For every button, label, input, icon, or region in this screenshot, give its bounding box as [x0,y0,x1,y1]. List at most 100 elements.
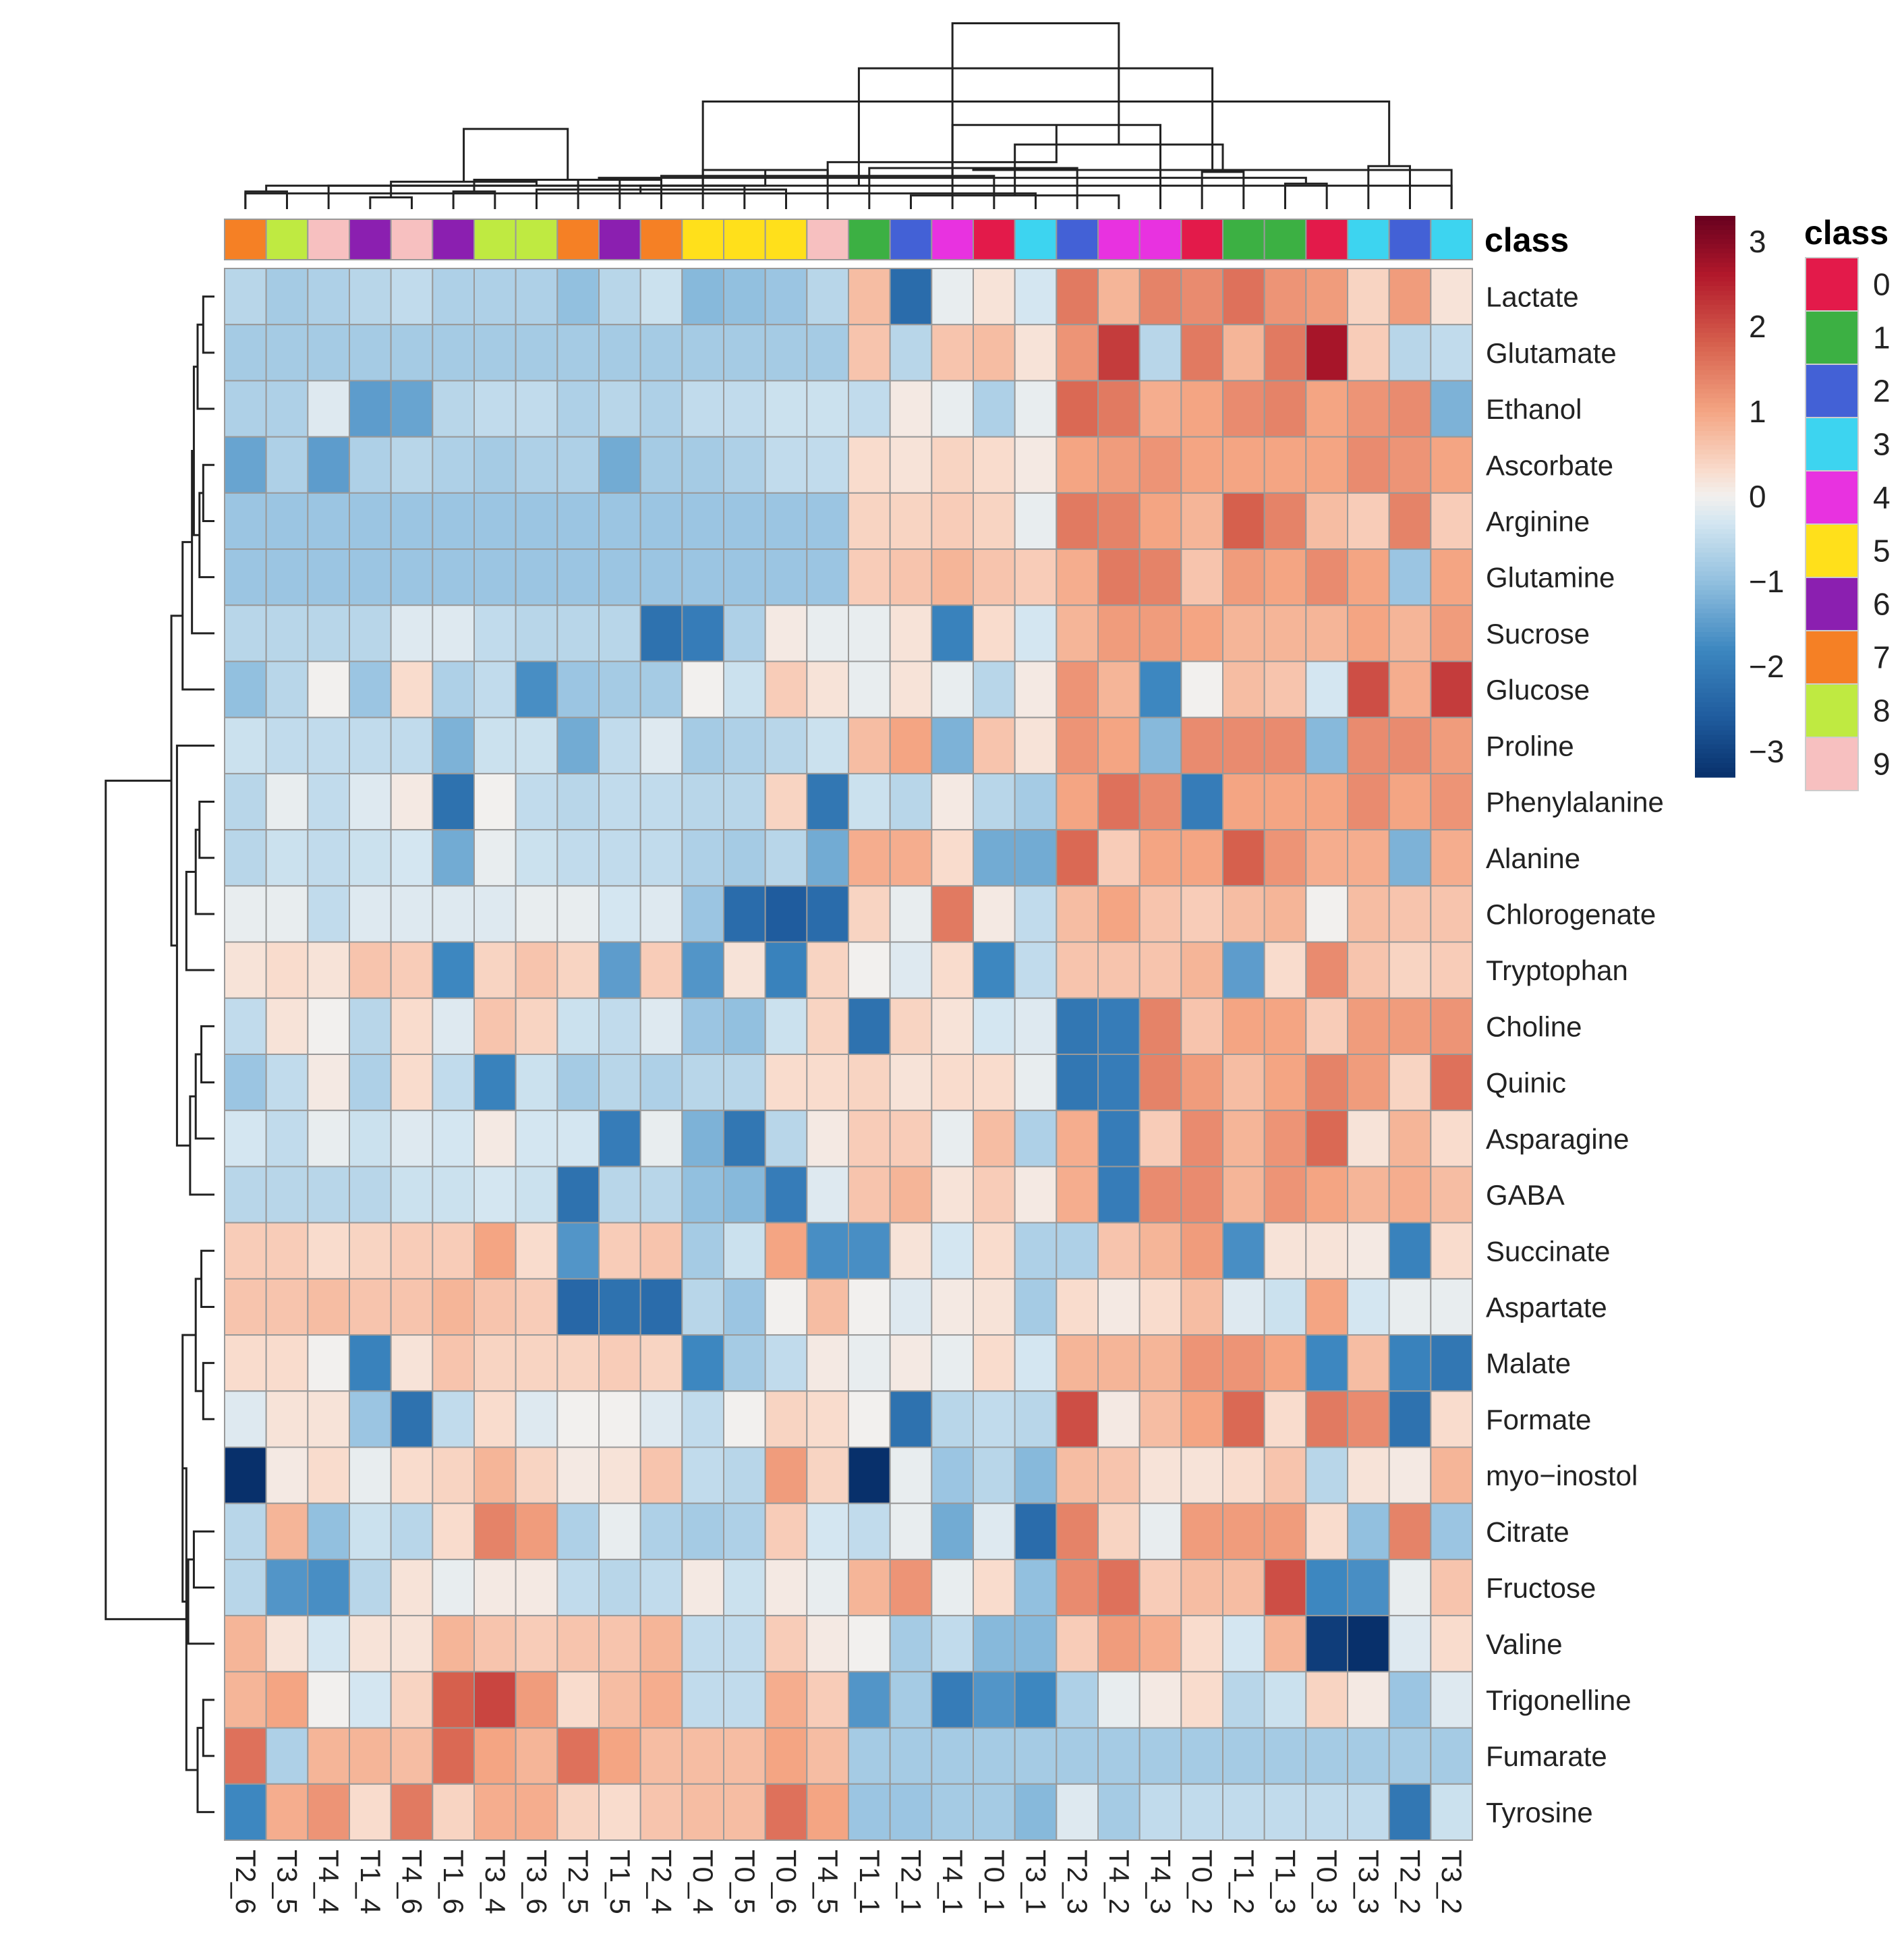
heatmap-cell [1222,1615,1265,1673]
heatmap-cell [681,1110,724,1168]
heatmap-cell [1263,380,1307,438]
heatmap-cell [556,1671,600,1729]
heatmap-cell [848,1334,891,1392]
heatmap-cell [1180,548,1224,606]
heatmap-cell [889,1390,933,1448]
heatmap-cell [598,941,641,999]
heatmap-cell [349,1278,392,1336]
heatmap-cell [473,1727,517,1785]
heatmap-cell [598,829,641,887]
color-scale-segment [1695,534,1735,540]
heatmap-cell [307,1446,351,1504]
heatmap-cell [1430,941,1473,999]
heatmap-cell [307,324,351,382]
heatmap-cell [265,492,309,550]
heatmap-cell [639,1558,683,1617]
color-scale-segment [1695,258,1735,264]
column-label: T4_6 [397,1850,428,1914]
heatmap-cell [1347,772,1390,831]
heatmap-cell [473,604,517,662]
heatmap-cell [1056,1615,1099,1673]
heatmap-cell [515,1222,558,1280]
heatmap-cell [764,492,808,550]
heatmap-cell [889,1727,933,1785]
heatmap-cell [1222,604,1265,662]
heatmap-cell [265,1166,309,1224]
heatmap-cell [1097,885,1141,943]
heatmap-cell [1014,716,1058,774]
heatmap-cell [307,772,351,831]
dendrogram-branch [198,801,214,859]
heatmap-cell [1138,1446,1182,1504]
row-label: myo−inostol [1486,1460,1638,1491]
heatmap-cell [1014,324,1058,382]
heatmap-cell [1056,1558,1099,1617]
column-label: T0_3 [1311,1850,1343,1914]
column-label: T2_4 [646,1850,678,1914]
heatmap-cell [848,1110,891,1168]
heatmap-cell [1180,1334,1224,1392]
row-label: Sucrose [1486,618,1590,650]
heatmap-cell [432,436,475,494]
heatmap-cell [848,380,891,438]
heatmap-cell [1263,772,1307,831]
color-scale-segment [1695,567,1735,572]
heatmap-cell [681,1446,724,1504]
heatmap-cell [806,885,850,943]
heatmap-cell [515,1671,558,1729]
heatmap-cell [1180,885,1224,943]
class-annotation-cell [681,219,724,260]
heatmap-cell [598,997,641,1056]
heatmap-cell [1180,1278,1224,1336]
heatmap-cell [598,1166,641,1224]
heatmap-cell [1347,1615,1390,1673]
color-scale-segment [1695,374,1735,380]
heatmap-cell [848,1446,891,1504]
heatmap-cell [723,1278,766,1336]
color-scale-segment [1695,679,1735,685]
heatmap-cell [390,1727,434,1785]
class-annotation-cell [224,219,267,260]
heatmap-cell [1097,1671,1141,1729]
heatmap-cell [349,772,392,831]
heatmap-cell [1263,1054,1307,1112]
heatmap-cell [639,660,683,718]
heatmap-cell [764,1222,808,1280]
heatmap-cell [1138,268,1182,326]
heatmap-cell [1263,1278,1307,1336]
class-legend-swatch [1805,310,1859,365]
class-legend-label: 7 [1873,640,1891,675]
heatmap-cell [973,380,1016,438]
heatmap-cell [973,1727,1016,1785]
column-label: T0_2 [1186,1850,1218,1914]
heatmap-cell [973,1278,1016,1336]
row-label: Ethanol [1486,393,1582,425]
color-scale-segment [1695,562,1735,567]
color-scale-segment [1695,641,1735,647]
heatmap-cell [931,1222,975,1280]
heatmap-cell [473,1110,517,1168]
heatmap-cell [473,1278,517,1336]
column-label: T1_4 [355,1850,386,1914]
heatmap-cell [806,997,850,1056]
heatmap-cell [639,1783,683,1841]
row-label: Proline [1486,730,1574,762]
heatmap-cell [931,1727,975,1785]
heatmap-cell [681,548,724,606]
heatmap-cell [1097,1727,1141,1785]
color-scale-segment [1695,286,1735,291]
heatmap-cell [265,1278,309,1336]
heatmap-cell [681,1390,724,1448]
dendrogram-branch [202,295,214,354]
heatmap-cell [889,1502,933,1560]
heatmap-cell [889,1558,933,1617]
heatmap-cell [639,548,683,606]
heatmap-cell [1097,268,1141,326]
heatmap-cell [681,1615,724,1673]
heatmap-cell [515,268,558,326]
heatmap-cell [349,1166,392,1224]
class-legend-swatch [1805,683,1859,738]
heatmap-cell [1097,941,1141,999]
row-label: Quinic [1486,1067,1566,1099]
heatmap-cell [224,268,267,326]
